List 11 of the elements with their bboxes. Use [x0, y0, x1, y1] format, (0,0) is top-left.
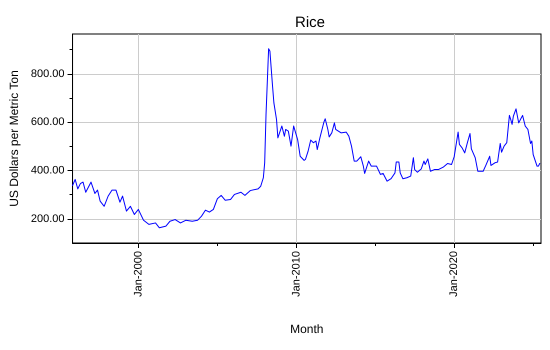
x-tick-label: Jan-2010	[290, 251, 302, 297]
y-tick-label: 400.00	[30, 164, 65, 177]
y-axis-title: US Dollars per Metric Ton	[7, 70, 21, 207]
x-tick-label: Jan-2020	[448, 251, 460, 297]
line-series	[72, 48, 540, 228]
chart-title: Rice	[294, 14, 326, 31]
x-axis-title: Month	[290, 322, 324, 336]
y-tick-label: 600.00	[30, 116, 65, 128]
y-tick-label: 800.00	[30, 68, 65, 80]
y-tick-label: 200.00	[30, 212, 65, 225]
x-tick-label: Jan-2000	[132, 251, 144, 297]
